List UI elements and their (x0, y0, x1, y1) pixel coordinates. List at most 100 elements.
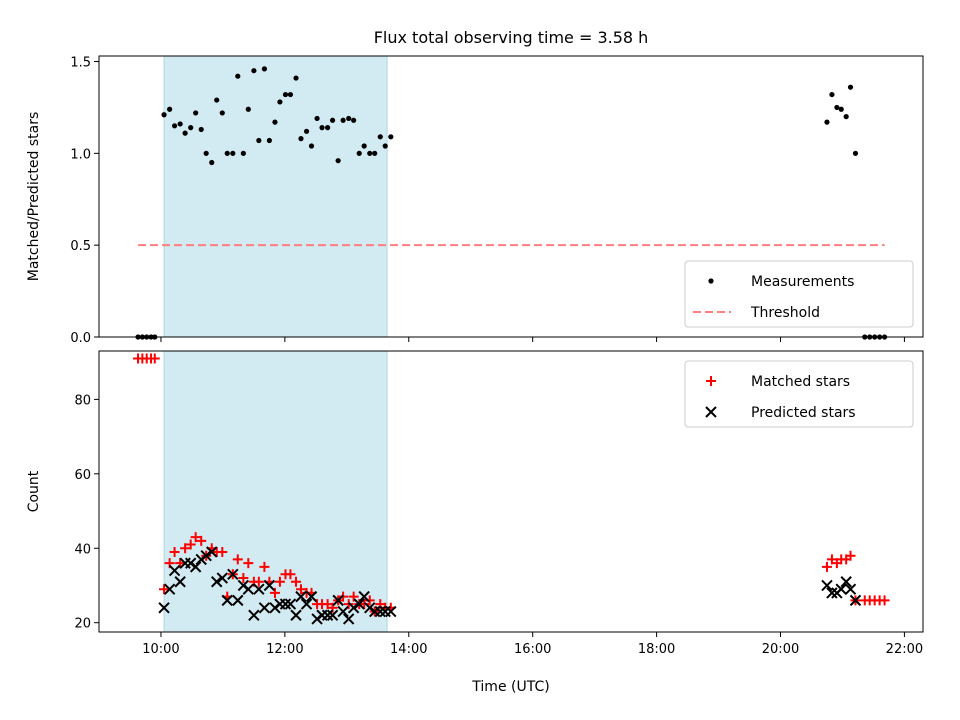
matched-stars-point (285, 569, 296, 580)
measurement-point (329, 117, 336, 123)
measurement-point (193, 110, 199, 116)
matched-stars-point (364, 595, 375, 606)
legend-measurement-swatch (708, 278, 714, 284)
measurement-point (340, 117, 346, 123)
measurement-point (251, 68, 257, 74)
predicted-stars-point (326, 609, 339, 621)
predicted-stars-point (284, 598, 297, 610)
measurement-point (245, 106, 251, 112)
measurement-point (377, 134, 383, 140)
predicted-stars-point (248, 609, 260, 621)
predicted-stars-point (253, 583, 265, 595)
measurement-point (266, 137, 272, 144)
measurement-point (834, 104, 840, 111)
bottom-shaded-interval (163, 350, 388, 633)
x-tick-label: 14:00 (390, 642, 427, 657)
measurement-point (161, 112, 167, 118)
measurement-point (182, 130, 188, 136)
predicted-stars-point (206, 546, 218, 558)
predicted-stars-point (849, 594, 862, 607)
matched-stars-point (238, 573, 249, 584)
predicted-stars-point (353, 598, 365, 610)
y-tick-label: 1.5 (70, 56, 91, 71)
y-tick-label: 80 (74, 393, 91, 408)
measurement-point (224, 150, 230, 156)
matched-stars-point (232, 554, 243, 565)
matched-stars-point (190, 532, 201, 543)
measurement-point (167, 106, 173, 112)
measurement-point (351, 117, 357, 123)
predicted-stars-point (216, 572, 228, 584)
x-tick-label: 20:00 (762, 642, 799, 657)
measurement-point (203, 150, 209, 156)
predicted-stars-point (258, 602, 271, 614)
y-tick-label: 40 (74, 542, 91, 557)
matched-stars-point (175, 558, 186, 569)
matched-stars-point (348, 591, 359, 602)
predicted-stars-point (290, 609, 302, 621)
legend-label: Measurements (751, 274, 854, 290)
measurement-point (272, 119, 278, 125)
measurement-point (235, 73, 241, 79)
matched-stars-point (253, 576, 264, 587)
y-tick-label: 0.0 (70, 331, 91, 346)
predicted-stars-point (337, 605, 349, 618)
predicted-stars-point (385, 605, 397, 618)
measurement-point (188, 125, 194, 131)
measurement-point (346, 115, 352, 122)
matched-stars-point (359, 599, 370, 610)
y-tick-label: 60 (74, 468, 91, 483)
measurement-point (308, 143, 315, 149)
measurement-point (361, 143, 367, 149)
y-tick-label: 1.0 (70, 147, 91, 162)
predicted-stars-point (200, 549, 212, 562)
predicted-stars-point (374, 605, 386, 618)
matched-stars-point (196, 535, 207, 546)
matched-stars-point (821, 561, 832, 572)
measurement-point (219, 110, 225, 116)
predicted-stars-point (189, 561, 202, 573)
matched-stars-point (180, 543, 191, 554)
measurement-point (177, 121, 183, 127)
top-shade-rect (163, 55, 388, 338)
bottom-shade-rect (163, 350, 388, 633)
x-tick-label: 12:00 (266, 642, 303, 657)
measurement-point (282, 91, 289, 98)
panel-bottom: 10:00 12:00 14:00 16:00 18:00 20:00 22:00 20 40… (26, 350, 924, 657)
measurement-point (843, 114, 849, 120)
x-tick-label: 16:00 (514, 642, 551, 657)
measurement-point (847, 84, 854, 90)
matched-stars-point (879, 595, 890, 606)
matched-stars-point (159, 584, 170, 595)
predicted-stars-point (305, 590, 318, 603)
top-shaded-interval (163, 55, 388, 338)
measurement-point (367, 150, 373, 156)
bottom-plot-frame (98, 350, 924, 633)
predicted-stars-point (163, 583, 176, 595)
predicted-stars-point (211, 576, 223, 588)
measurement-point (325, 125, 331, 131)
measurement-point (388, 134, 394, 140)
predicted-stars-point (821, 579, 833, 592)
matched-stars-point (291, 576, 302, 587)
top-legend: Measurements Threshold (684, 260, 914, 328)
y-tick-label: 0.5 (70, 239, 91, 254)
measurement-point (293, 75, 299, 81)
measurement-point (303, 128, 310, 134)
matched-stars-point (295, 584, 306, 595)
matched-stars-point (269, 587, 280, 598)
measurement-point (314, 115, 320, 122)
legend-label: Matched stars (751, 374, 850, 390)
measurement-point (214, 97, 220, 103)
top-plot-frame (98, 55, 924, 338)
measurement-point (824, 119, 830, 125)
predicted-stars-point (300, 598, 313, 610)
measurement-point (230, 150, 236, 156)
measurement-point (240, 150, 246, 156)
predicted-stars-point (835, 583, 847, 595)
predicted-stars-point (242, 583, 255, 595)
predicted-stars-point (342, 613, 355, 625)
measurement-point (382, 143, 388, 149)
matched-stars-point (185, 539, 196, 550)
